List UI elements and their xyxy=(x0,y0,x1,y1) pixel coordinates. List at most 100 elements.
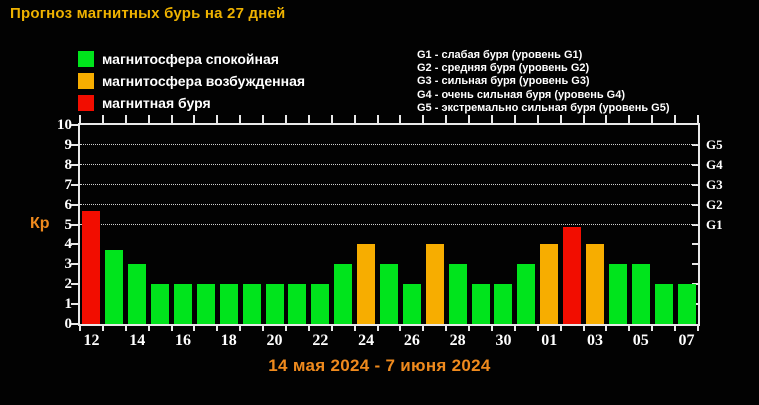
y-tick-label: 9 xyxy=(64,136,73,153)
y-tick-label: 8 xyxy=(64,156,73,173)
gridline-kp-9 xyxy=(80,144,698,146)
top-axis-tick xyxy=(605,115,608,123)
top-axis-tick xyxy=(674,115,677,123)
top-axis-tick xyxy=(170,115,173,123)
top-axis-tick xyxy=(307,115,310,123)
top-axis-tick xyxy=(422,115,425,123)
legend-swatch-quiet-icon xyxy=(78,51,94,67)
kp-bar xyxy=(82,210,101,324)
bottom-axis-tick xyxy=(262,326,265,331)
x-tick-label: 26 xyxy=(403,332,420,349)
kp-bar xyxy=(631,264,650,324)
top-axis-tick xyxy=(79,115,81,123)
bars-container xyxy=(80,125,698,324)
y-tick-label: 7 xyxy=(64,176,73,193)
bottom-axis-tick xyxy=(513,326,516,331)
bottom-axis-tick xyxy=(582,326,585,331)
storm-level-info-line: G2 - средняя буря (уровень G2) xyxy=(417,62,590,75)
kp-bar xyxy=(265,284,284,324)
kp-bar xyxy=(288,284,307,324)
legend-label: магнитная буря xyxy=(102,95,211,111)
kp-bar xyxy=(151,284,170,324)
x-tick-label: 05 xyxy=(632,332,649,349)
g-level-label: G5 xyxy=(706,136,723,152)
right-axis-tick xyxy=(692,283,698,286)
legend-row-quiet: магнитосфера спокойная xyxy=(78,51,305,67)
bottom-axis-tick xyxy=(536,326,539,331)
x-tick-label: 16 xyxy=(175,332,191,349)
top-axis-tick xyxy=(651,115,654,123)
top-axis-tick xyxy=(124,115,127,123)
x-tick-label: 03 xyxy=(587,332,603,349)
kp-bar xyxy=(334,264,353,324)
top-axis-tick xyxy=(582,115,585,123)
top-axis-tick xyxy=(285,115,287,123)
right-axis-tick xyxy=(692,263,698,266)
top-axis-tick xyxy=(239,115,242,123)
x-tick-label: 30 xyxy=(495,332,512,349)
plot-area xyxy=(78,123,700,326)
bottom-axis-tick xyxy=(307,326,310,331)
kp-bar xyxy=(517,264,536,324)
right-axis-tick xyxy=(692,243,698,246)
top-axis-tick xyxy=(216,115,219,123)
top-axis-tick xyxy=(193,115,196,123)
y-axis-tick xyxy=(71,263,78,266)
gridline-kp-8 xyxy=(80,164,698,166)
y-axis-tick xyxy=(71,303,78,306)
bottom-axis-tick xyxy=(445,326,448,331)
top-axis-tick xyxy=(445,115,448,123)
x-tick-label: 18 xyxy=(220,332,237,349)
kp-bar xyxy=(128,264,147,324)
top-axis-tick xyxy=(101,115,104,123)
top-axis-tick xyxy=(536,115,539,123)
bottom-axis-tick xyxy=(239,326,242,331)
y-axis-title: Кр xyxy=(30,215,50,232)
bottom-axis-tick xyxy=(697,326,699,331)
bottom-axis-tick xyxy=(216,326,219,331)
kp-bar xyxy=(677,284,696,324)
kp-bar xyxy=(563,226,582,324)
x-tick-label: 24 xyxy=(358,332,375,349)
legend: магнитосфера спокойная магнитосфера возбу… xyxy=(78,51,305,117)
kp-bar xyxy=(425,244,444,324)
storm-level-info-line: G1 - слабая буря (уровень G1) xyxy=(417,49,583,61)
y-tick-label: 2 xyxy=(64,276,73,293)
g-level-label: G4 xyxy=(706,156,723,172)
top-axis-tick xyxy=(513,115,516,123)
y-axis-tick xyxy=(71,143,78,146)
kp-bar xyxy=(586,244,604,324)
legend-swatch-storm-icon xyxy=(78,95,94,111)
bottom-axis-tick xyxy=(285,326,287,331)
kp-bar xyxy=(196,284,215,324)
kp-bar xyxy=(174,284,192,324)
gridline-kp-5 xyxy=(80,224,698,225)
top-axis-tick xyxy=(330,115,333,123)
legend-label: магнитосфера возбужденная xyxy=(102,73,306,89)
storm-level-info-line: G3 - сильная буря (уровень G3) xyxy=(417,75,590,88)
date-range-caption: 14 мая 2024 - 7 июня 2024 xyxy=(268,356,491,375)
y-axis-tick xyxy=(71,203,78,206)
x-tick-label: 28 xyxy=(449,332,466,349)
y-axis-tick xyxy=(71,323,78,325)
top-axis-tick xyxy=(468,115,471,123)
bottom-axis-tick xyxy=(193,326,196,331)
kp-bar xyxy=(608,264,627,324)
g-level-label: G2 xyxy=(706,196,723,212)
y-axis-tick xyxy=(71,163,78,166)
bottom-axis-tick xyxy=(147,326,150,331)
x-tick-label: 14 xyxy=(129,332,146,349)
top-axis-tick xyxy=(491,115,493,123)
legend-row-excited: магнитосфера возбужденная xyxy=(78,73,305,89)
storm-levels-info: G1 - слабая буря (уровень G1) G2 - средня… xyxy=(417,49,670,115)
top-axis-tick xyxy=(399,115,402,123)
legend-swatch-excited-icon xyxy=(78,73,94,89)
x-tick-label: 01 xyxy=(541,332,558,349)
y-tick-label: 3 xyxy=(64,256,73,273)
storm-level-info-line: G5 - экстремально сильная буря (уровень … xyxy=(417,101,670,114)
gridline-kp-7 xyxy=(80,184,698,186)
y-tick-label: 5 xyxy=(64,216,73,233)
x-tick-label: 12 xyxy=(83,332,100,349)
x-tick-label: 07 xyxy=(678,332,695,349)
kp-bar xyxy=(357,244,376,324)
